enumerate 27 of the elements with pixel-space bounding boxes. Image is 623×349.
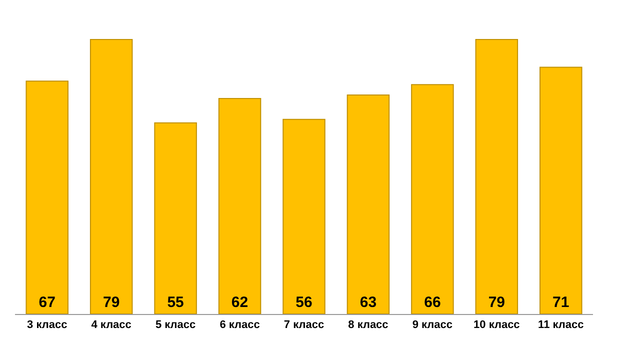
data-label: 56 — [296, 294, 312, 311]
x-tick-label: 3 класс — [27, 319, 68, 332]
bar — [540, 66, 582, 314]
data-label: 62 — [231, 294, 248, 311]
x-tick-label: 9 класс — [412, 319, 453, 332]
x-tick-label: 11 класс — [538, 319, 584, 332]
bar — [218, 98, 262, 314]
data-label: 71 — [552, 294, 570, 311]
data-label: 66 — [424, 294, 441, 311]
bar — [282, 118, 326, 314]
bar — [26, 80, 68, 314]
x-tick-label: 6 класс — [220, 319, 260, 332]
data-label: 79 — [102, 294, 120, 311]
data-label: 79 — [488, 294, 506, 311]
data-label: 55 — [167, 294, 184, 311]
data-label: 67 — [38, 294, 56, 311]
bar — [411, 84, 454, 314]
bar — [346, 94, 390, 314]
bar — [154, 122, 197, 314]
x-tick-label: 8 класс — [348, 319, 388, 332]
bar — [475, 38, 518, 314]
x-tick-label: 5 класс — [155, 319, 196, 332]
x-tick-label: 10 класс — [474, 319, 520, 332]
data-label: 63 — [360, 294, 377, 311]
bar — [90, 38, 133, 314]
x-tick-label: 7 класс — [284, 319, 324, 332]
x-tick-label: 4 класс — [91, 319, 132, 332]
